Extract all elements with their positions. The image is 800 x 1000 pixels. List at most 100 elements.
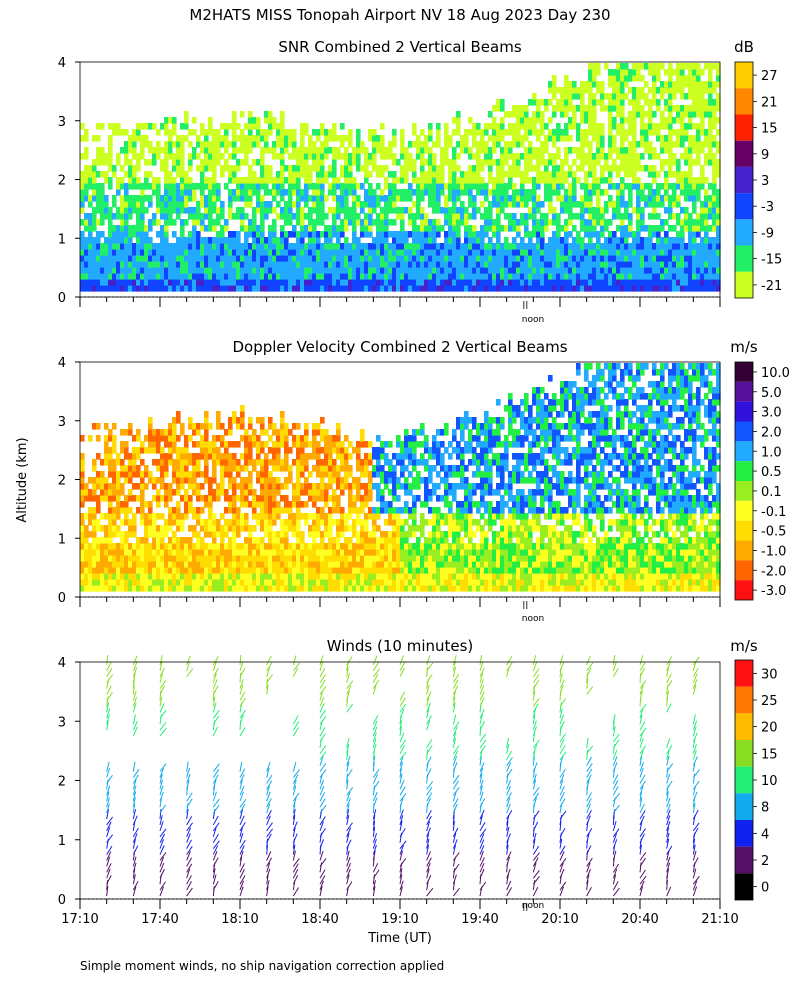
heatmap-cell xyxy=(240,483,245,490)
heatmap-cell xyxy=(556,255,561,262)
heatmap-cell xyxy=(652,225,657,232)
heatmap-cell xyxy=(248,423,253,430)
heatmap-cell xyxy=(616,243,621,250)
heatmap-cell xyxy=(188,249,193,256)
heatmap-cell xyxy=(104,459,109,466)
heatmap-cell xyxy=(572,117,577,124)
heatmap-cell xyxy=(300,267,305,274)
heatmap-cell xyxy=(108,507,113,514)
heatmap-cell xyxy=(200,249,205,256)
heatmap-cell xyxy=(716,231,721,238)
heatmap-cell xyxy=(268,513,273,520)
heatmap-cell xyxy=(220,465,225,472)
heatmap-cell xyxy=(280,243,285,250)
heatmap-cell xyxy=(180,555,185,562)
heatmap-cell xyxy=(320,231,325,238)
heatmap-cell xyxy=(460,135,465,142)
heatmap-cell xyxy=(180,231,185,238)
heatmap-cell xyxy=(580,81,585,88)
heatmap-cell xyxy=(88,513,93,520)
heatmap-cell xyxy=(392,279,397,286)
heatmap-cell xyxy=(156,549,161,556)
heatmap-cell xyxy=(204,207,209,214)
heatmap-cell xyxy=(260,279,265,286)
heatmap-cell xyxy=(204,177,209,184)
heatmap-cell xyxy=(264,267,269,274)
heatmap-cell xyxy=(696,63,701,70)
heatmap-cell xyxy=(80,255,85,262)
heatmap-cell xyxy=(424,213,429,220)
heatmap-cell xyxy=(272,237,277,244)
heatmap-cell xyxy=(688,243,693,250)
heatmap-cell xyxy=(260,213,265,220)
heatmap-cell xyxy=(140,543,145,550)
heatmap-cell xyxy=(672,201,677,208)
heatmap-cell xyxy=(512,183,517,190)
heatmap-cell xyxy=(228,579,233,586)
heatmap-cell xyxy=(412,219,417,226)
heatmap-cell xyxy=(100,267,105,274)
heatmap-cell xyxy=(124,243,129,250)
heatmap-cell xyxy=(588,279,593,286)
heatmap-cell xyxy=(332,189,337,196)
heatmap-cell xyxy=(336,267,341,274)
heatmap-cell xyxy=(564,285,569,292)
heatmap-cell xyxy=(592,69,597,76)
heatmap-cell xyxy=(120,213,125,220)
heatmap-cell xyxy=(232,249,237,256)
heatmap-cell xyxy=(280,207,285,214)
heatmap-cell xyxy=(260,537,265,544)
heatmap-cell xyxy=(664,231,669,238)
heatmap-cell xyxy=(116,453,121,460)
heatmap-cell xyxy=(180,537,185,544)
heatmap-cell xyxy=(188,453,193,460)
heatmap-cell xyxy=(136,585,141,592)
heatmap-cell xyxy=(228,537,233,544)
heatmap-cell xyxy=(404,231,409,238)
heatmap-cell xyxy=(232,171,237,178)
heatmap-cell xyxy=(684,123,689,130)
heatmap-cell xyxy=(608,129,613,136)
heatmap-cell xyxy=(468,147,473,154)
heatmap-cell xyxy=(228,213,233,220)
heatmap-cell xyxy=(568,135,573,142)
heatmap-cell xyxy=(636,255,641,262)
heatmap-cell xyxy=(260,285,265,292)
heatmap-cell xyxy=(156,231,161,238)
heatmap-cell xyxy=(212,489,217,496)
heatmap-cell xyxy=(116,183,121,190)
heatmap-cell xyxy=(128,423,133,430)
heatmap-cell xyxy=(444,201,449,208)
heatmap-cell xyxy=(324,177,329,184)
heatmap-cell xyxy=(676,237,681,244)
heatmap-cell xyxy=(184,573,189,580)
heatmap-cell xyxy=(592,279,597,286)
heatmap-cell xyxy=(228,195,233,202)
heatmap-cell xyxy=(684,207,689,214)
heatmap-cell xyxy=(348,165,353,172)
heatmap-cell xyxy=(272,267,277,274)
heatmap-cell xyxy=(248,135,253,142)
heatmap-cell xyxy=(416,135,421,142)
heatmap-cell xyxy=(608,285,613,292)
heatmap-cell xyxy=(548,279,553,286)
heatmap-cell xyxy=(692,141,697,148)
heatmap-cell xyxy=(676,117,681,124)
heatmap-cell xyxy=(616,255,621,262)
heatmap-cell xyxy=(212,159,217,166)
heatmap-cell xyxy=(688,171,693,178)
heatmap-cell xyxy=(684,111,689,118)
heatmap-cell xyxy=(100,153,105,160)
heatmap-cell xyxy=(248,555,253,562)
heatmap-cell xyxy=(140,501,145,508)
heatmap-cell xyxy=(188,189,193,196)
heatmap-cell xyxy=(208,489,213,496)
heatmap-cell xyxy=(588,237,593,244)
heatmap-cell xyxy=(572,147,577,154)
heatmap-cell xyxy=(176,285,181,292)
heatmap-cell xyxy=(524,177,529,184)
heatmap-cell xyxy=(228,231,233,238)
heatmap-cell xyxy=(216,459,221,466)
heatmap-cell xyxy=(252,441,257,448)
heatmap-cell xyxy=(180,567,185,574)
